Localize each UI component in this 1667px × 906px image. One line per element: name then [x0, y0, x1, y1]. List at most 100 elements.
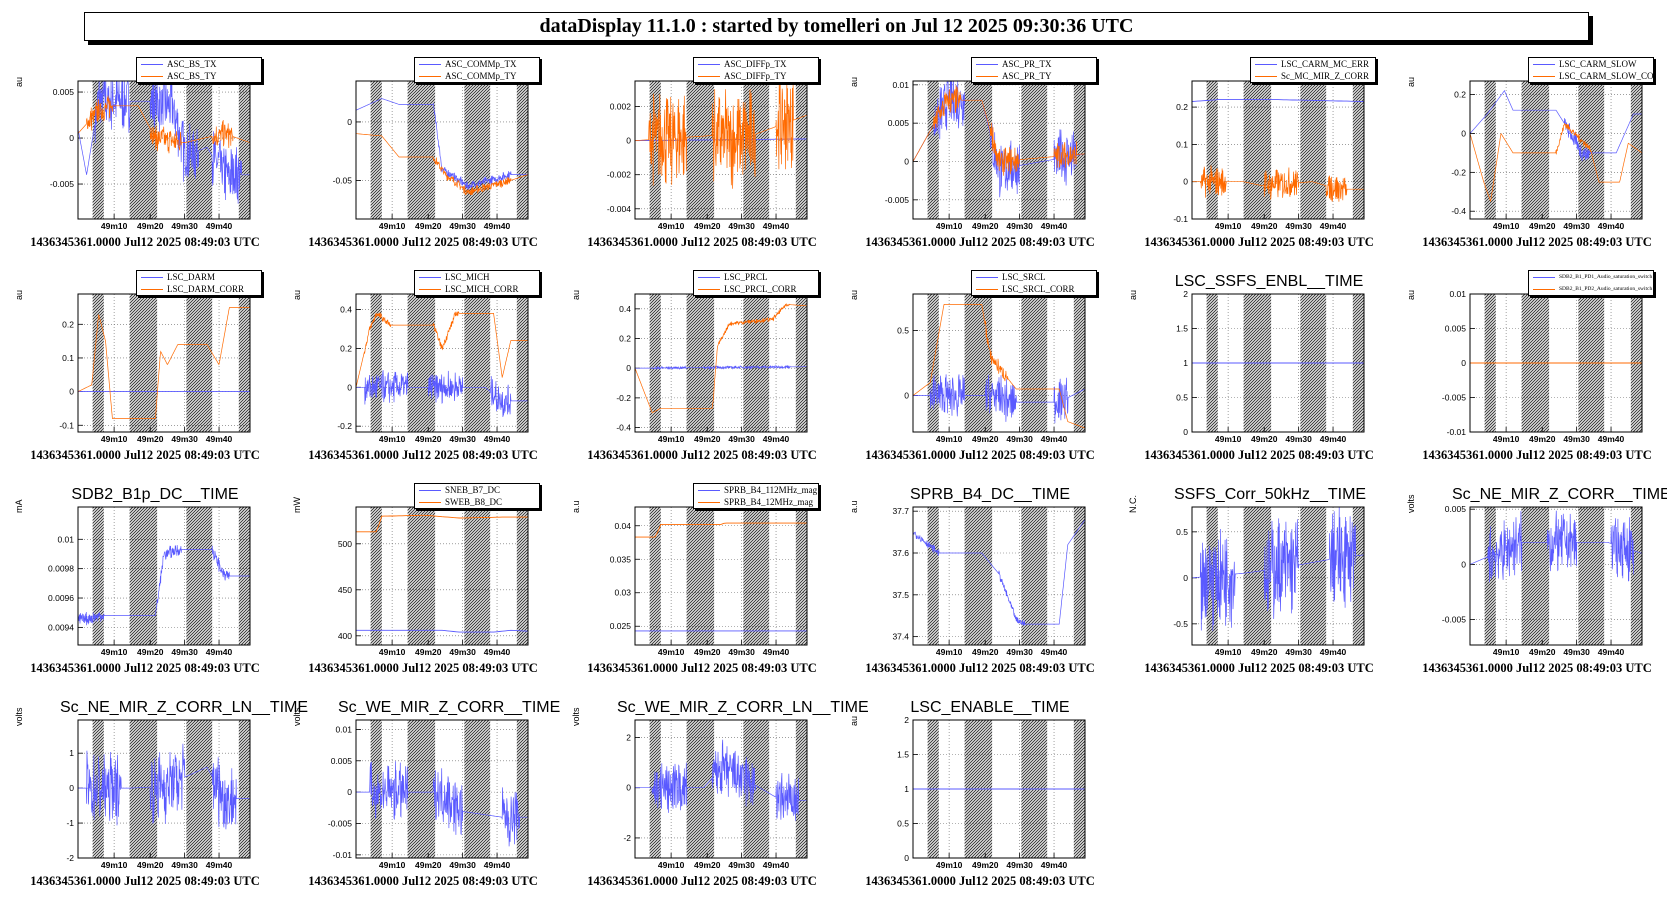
legend-label: LSC_SRCL	[1002, 272, 1046, 282]
y-tick-label: -0.1	[1173, 214, 1188, 224]
x-tick-label: 49m20	[415, 860, 442, 870]
plot-panel: 0.005 0 -0.005 49m10 49m20 49m30 49m40 volts Sc_…	[1402, 483, 1667, 693]
plot-panel: 1 0 -1 -2 49m10 49m20 49m30 49m40 volts Sc_NE_MIR…	[10, 696, 309, 906]
y-axis-unit: volts	[1406, 494, 1416, 513]
y-tick-label: 0.2	[62, 319, 74, 329]
hatched-band	[516, 720, 528, 858]
x-tick-label: 49m20	[972, 647, 999, 657]
x-tick-label: 49m30	[1006, 221, 1033, 231]
series-line	[78, 743, 250, 830]
hatched-band	[92, 507, 104, 645]
legend-label: LSC_CARM_MC_ERR	[1281, 59, 1370, 69]
y-axis-unit: a.u	[849, 500, 859, 513]
x-tick-label: 49m20	[1251, 647, 1278, 657]
y-axis-unit: au	[14, 289, 24, 300]
legend-label: SPRB_B4_12MHz_mag	[724, 497, 814, 507]
x-tick-label: 49m20	[694, 434, 721, 444]
hatched-band	[370, 294, 382, 432]
y-tick-label: 0.025	[610, 621, 632, 631]
legend-swatch	[1533, 289, 1555, 290]
x-tick-label: 49m40	[763, 860, 790, 870]
hatched-band	[964, 507, 993, 645]
y-axis-unit: au	[1128, 289, 1138, 300]
y-axis-unit: mA	[14, 499, 24, 514]
y-tick-label: 0	[347, 787, 352, 797]
series-line	[78, 81, 250, 204]
legend-entry: ASC_PR_TY	[972, 70, 1096, 82]
plot-canvas: 0.01 0.005 0 -0.005 -0.01 49m10 49m20 49m30 49m4…	[328, 719, 529, 870]
y-axis-unit: mW	[292, 497, 302, 513]
time-origin-label: 1436345361.0000 Jul12 2025 08:49:03 UTC	[308, 235, 538, 249]
y-tick-label: 0	[904, 853, 909, 863]
legend-swatch	[1533, 64, 1555, 65]
time-origin-label: 1436345361.0000 Jul12 2025 08:49:03 UTC	[587, 661, 817, 675]
x-tick-label: 49m40	[484, 647, 511, 657]
legend-label: ASC_DIFFp_TX	[724, 59, 787, 69]
plot-canvas: 1 0 -1 -2 49m10 49m20 49m30 49m40	[66, 719, 251, 870]
y-tick-label: 0	[1461, 128, 1466, 138]
plot-frame	[634, 719, 808, 859]
y-tick-label: 0	[904, 391, 909, 401]
legend-entry: LSC_DARM	[137, 271, 261, 283]
plot-panel: 500 450 400 49m10 49m20 49m30 49m40 mW SNEB_B7_D…	[288, 483, 558, 693]
time-origin-label: 1436345361.0000 Jul12 2025 08:49:03 UTC	[308, 874, 538, 888]
legend-label: ASC_BS_TX	[167, 59, 217, 69]
x-tick-label: 49m10	[936, 434, 963, 444]
hatched-band	[516, 81, 528, 219]
legend-entry: LSC_MICH_CORR	[415, 283, 539, 295]
plot-frame	[77, 719, 251, 859]
y-tick-label: -0.002	[607, 170, 631, 180]
legend-label: LSC_MICH_CORR	[445, 284, 519, 294]
hatched-band	[686, 81, 715, 219]
plot-panel: 0.01 0.005 0 -0.005 -0.01 49m10 49m20 49m30 49m4…	[1402, 270, 1667, 480]
series-line	[635, 364, 807, 371]
x-tick-label: 49m40	[1320, 647, 1347, 657]
series-line	[356, 133, 528, 196]
hatched-band	[1578, 507, 1605, 645]
x-tick-label: 49m40	[1320, 434, 1347, 444]
y-tick-label: -0.4	[1451, 206, 1466, 216]
y-tick-label: 0.005	[1445, 504, 1467, 514]
plot-panel: 0.2 0 -0.2 -0.4 49m10 49m20 49m30 49m40 au LSC_CA…	[1402, 57, 1667, 267]
plot-legend: ASC_BS_TX ASC_BS_TY	[136, 57, 262, 83]
x-tick-label: 49m10	[379, 221, 406, 231]
x-tick-label: 49m20	[972, 860, 999, 870]
x-tick-label: 49m40	[763, 647, 790, 657]
y-tick-label: 0.5	[1176, 393, 1188, 403]
legend-label: LSC_PRCL_CORR	[724, 284, 797, 294]
y-tick-label: 2	[626, 733, 631, 743]
y-tick-label: 0.03	[614, 588, 631, 598]
plot-canvas: 0.4 0.2 0 -0.2 49m10 49m20 49m30 49m40	[337, 293, 529, 444]
plot-legend: ASC_DIFFp_TX ASC_DIFFp_TY	[693, 57, 819, 83]
y-tick-label: -0.005	[1442, 615, 1466, 625]
y-tick-label: -0.2	[616, 393, 631, 403]
series-line	[1470, 122, 1642, 203]
x-tick-label: 49m40	[206, 647, 233, 657]
y-tick-label: 0.01	[1449, 289, 1466, 299]
y-tick-label: 2	[904, 715, 909, 725]
y-axis-unit: au	[1406, 76, 1416, 87]
y-tick-label: 0.0098	[48, 564, 74, 574]
plot-canvas: 0.5 0 49m10 49m20 49m30 49m40	[897, 293, 1086, 444]
plot-title: Sc_NE_MIR_Z_CORR_LN__TIME	[60, 699, 309, 716]
x-tick-label: 49m20	[415, 434, 442, 444]
x-tick-label: 49m40	[484, 434, 511, 444]
y-axis-unit: volts	[571, 707, 581, 726]
y-tick-label: 0.2	[619, 334, 631, 344]
y-tick-label: 0	[1183, 573, 1188, 583]
legend-swatch	[419, 502, 441, 503]
x-tick-label: 49m30	[449, 221, 476, 231]
x-tick-label: 49m40	[484, 860, 511, 870]
series-line	[1192, 507, 1364, 631]
plot-canvas: 0.4 0.2 0 -0.2 -0.4 49m10 49m20 49m30 49m40	[616, 293, 808, 444]
series-line	[635, 522, 807, 538]
y-tick-label: 1	[904, 784, 909, 794]
y-axis-unit: au	[849, 289, 859, 300]
x-tick-label: 49m20	[137, 434, 164, 444]
x-tick-label: 49m10	[1215, 221, 1242, 231]
plot-frame	[1191, 293, 1365, 433]
y-tick-label: 0	[904, 157, 909, 167]
y-tick-label: 0.4	[340, 305, 352, 315]
plot-panel: 0.5 0 -0.5 49m10 49m20 49m30 49m40 N.C. SSFS_Cor…	[1124, 483, 1394, 693]
